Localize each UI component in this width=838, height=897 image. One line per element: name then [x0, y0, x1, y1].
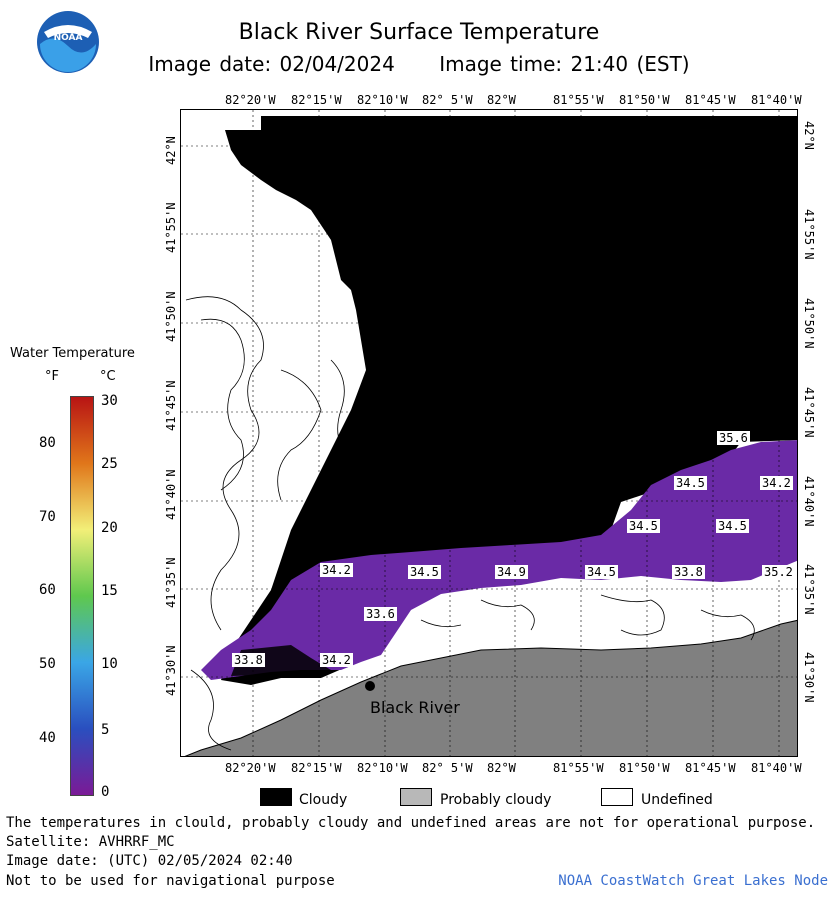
latitude-label: 41°30'N	[164, 645, 178, 696]
longitude-label: 81°40'W	[751, 93, 802, 107]
temperature-label: 35.6	[717, 431, 750, 445]
image-time: Image time: 21:40 (EST)	[439, 52, 690, 76]
latitude-label: 42°N	[802, 121, 816, 150]
cloudy-swatch	[260, 788, 292, 806]
temperature-label: 34.5	[408, 565, 441, 579]
logo-text: NOAA	[54, 33, 83, 43]
longitude-label: 81°40'W	[751, 761, 802, 775]
celsius-tick: 15	[101, 583, 118, 599]
unit-celsius: °C	[100, 369, 116, 384]
cloudy-patch	[231, 645, 331, 676]
latitude-label: 41°55'N	[164, 202, 178, 253]
temperature-label: 33.8	[672, 565, 705, 579]
cloudy-label: Cloudy	[299, 792, 348, 808]
place-label: Black River	[370, 698, 460, 717]
legend-title: Water Temperature	[10, 346, 135, 361]
latitude-label: 41°30'N	[802, 652, 816, 703]
longitude-label: 82°15'W	[291, 761, 342, 775]
longitude-label: 81°55'W	[553, 761, 604, 775]
longitude-label: 82°20'W	[225, 93, 276, 107]
page-title: Black River Surface Temperature	[238, 20, 600, 45]
undefined-label: Undefined	[641, 792, 713, 808]
latitude-label: 41°35'N	[164, 557, 178, 608]
celsius-tick: 5	[101, 722, 110, 738]
temperature-label: 33.8	[232, 653, 265, 667]
latitude-label: 41°40'N	[802, 476, 816, 527]
coastline	[184, 619, 797, 756]
image-datetime: Image date: 02/04/2024 Image time: 21:40…	[0, 52, 838, 76]
fahrenheit-tick: 80	[39, 435, 56, 451]
probably-cloudy-swatch	[400, 788, 432, 806]
longitude-label: 82°20'W	[225, 761, 276, 775]
latitude-label: 41°45'N	[164, 380, 178, 431]
temperature-label: 34.5	[674, 476, 707, 490]
celsius-tick: 20	[101, 520, 118, 536]
latitude-label: 41°35'N	[802, 564, 816, 615]
longitude-label: 82°W	[487, 761, 516, 775]
fahrenheit-tick: 40	[39, 730, 56, 746]
land-region	[186, 620, 797, 756]
undefined-swatch	[601, 788, 633, 806]
noaa-logo: NOAA	[37, 11, 99, 73]
longitude-label: 82° 5'W	[422, 93, 473, 107]
disclaimer: The temperatures in clould, probably clo…	[6, 815, 816, 831]
celsius-tick: 25	[101, 456, 118, 472]
longitude-label: 81°50'W	[619, 93, 670, 107]
latitude-label: 41°40'N	[164, 469, 178, 520]
latitude-label: 41°45'N	[802, 387, 816, 438]
unit-fahrenheit: °F	[45, 369, 59, 384]
coastwatch-node-link[interactable]: NOAA CoastWatch Great Lakes Node	[558, 873, 828, 889]
utc-date: Image date: (UTC) 02/05/2024 02:40	[6, 853, 293, 869]
latitude-label: 41°50'N	[802, 298, 816, 349]
celsius-tick: 10	[101, 656, 118, 672]
cloudy-region	[221, 116, 797, 685]
temperature-label: 35.2	[762, 565, 795, 579]
black-river-marker	[365, 681, 375, 691]
map-svg	[181, 110, 797, 756]
nav-warning: Not to be used for navigational purpose	[6, 873, 335, 889]
temperature-label: 34.9	[495, 565, 528, 579]
temperature-colorbar	[70, 396, 94, 796]
latitude-label: 42°N	[164, 136, 178, 165]
longitude-label: 82°W	[487, 93, 516, 107]
warm-water-region	[201, 440, 797, 680]
graticule	[181, 110, 797, 756]
contour-lines	[185, 296, 755, 751]
image-date: Image date: 02/04/2024	[148, 52, 395, 76]
longitude-label: 81°50'W	[619, 761, 670, 775]
fahrenheit-tick: 70	[39, 509, 56, 525]
temperature-map	[180, 109, 798, 757]
longitude-label: 82° 5'W	[422, 761, 473, 775]
satellite-info: Satellite: AVHRRF_MC	[6, 834, 175, 850]
temperature-label: 33.6	[364, 607, 397, 621]
celsius-tick: 0	[101, 784, 110, 800]
latitude-label: 41°55'N	[802, 209, 816, 260]
longitude-label: 81°55'W	[553, 93, 604, 107]
fahrenheit-tick: 50	[39, 656, 56, 672]
temperature-label: 34.5	[716, 519, 749, 533]
longitude-label: 81°45'W	[685, 93, 736, 107]
temperature-label: 34.5	[627, 519, 660, 533]
temperature-label: 34.2	[320, 653, 353, 667]
fahrenheit-tick: 60	[39, 582, 56, 598]
longitude-label: 82°10'W	[357, 761, 408, 775]
longitude-label: 82°15'W	[291, 93, 342, 107]
probably-cloudy-label: Probably cloudy	[440, 792, 552, 808]
latitude-label: 41°50'N	[164, 291, 178, 342]
temperature-label: 34.2	[320, 563, 353, 577]
longitude-label: 81°45'W	[685, 761, 736, 775]
temperature-label: 34.5	[585, 565, 618, 579]
celsius-tick: 30	[101, 393, 118, 409]
longitude-label: 82°10'W	[357, 93, 408, 107]
temperature-label: 34.2	[760, 476, 793, 490]
